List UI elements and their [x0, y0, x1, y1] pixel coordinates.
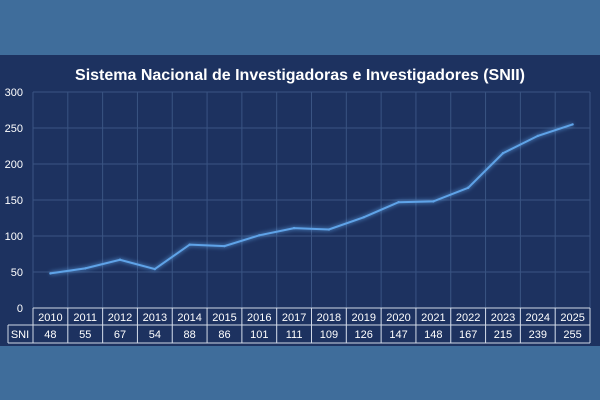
y-tick-label: 250	[5, 123, 23, 135]
table-value: 111	[286, 329, 303, 341]
x-tick-label: 2019	[351, 312, 375, 324]
table-value: 255	[563, 329, 581, 341]
data-point	[501, 152, 505, 155]
table-value: 48	[44, 329, 56, 341]
x-tick-label: 2010	[38, 312, 62, 324]
x-tick-label: 2020	[386, 312, 410, 324]
table-value: 86	[218, 329, 230, 341]
x-tick-label: 2011	[73, 312, 97, 324]
table-value: 167	[459, 329, 477, 341]
x-tick-label: 2022	[456, 312, 480, 324]
table-value: 54	[149, 329, 161, 341]
data-point	[258, 234, 261, 237]
table-value: 148	[424, 329, 442, 341]
x-tick-label: 2024	[526, 312, 550, 324]
x-tick-label: 2025	[560, 312, 584, 324]
x-tick-label: 2018	[317, 312, 341, 324]
x-tick-label: 2023	[491, 312, 515, 324]
table-value: 101	[250, 329, 268, 341]
table-value: 67	[114, 329, 126, 341]
y-tick-label: 150	[5, 195, 23, 207]
data-point	[188, 243, 191, 246]
data-point	[292, 226, 296, 230]
data-point	[466, 186, 470, 189]
x-tick-label: 2021	[421, 312, 445, 324]
table-value: 215	[494, 329, 512, 341]
data-point	[432, 200, 435, 203]
data-point	[536, 134, 539, 138]
y-axis: 0 50 100 150 200 250 300	[5, 87, 23, 315]
table-value: 239	[529, 329, 547, 341]
data-point	[84, 267, 87, 270]
data-point	[397, 200, 400, 204]
x-tick-label: 2017	[282, 312, 306, 324]
data-point	[118, 258, 122, 261]
data-point	[153, 267, 157, 271]
table-value: 109	[320, 329, 338, 341]
x-tick-label: 2015	[212, 312, 236, 324]
x-tick-label: 2014	[177, 312, 201, 324]
data-point	[571, 123, 574, 126]
table-value: 126	[355, 329, 373, 341]
chart-title: Sistema Nacional de Investigadoras e Inv…	[75, 67, 525, 84]
y-tick-label: 0	[17, 303, 23, 315]
x-tick-label: 2012	[108, 312, 132, 324]
y-tick-label: 300	[5, 87, 23, 99]
data-point	[49, 272, 52, 275]
table-value: 55	[79, 329, 91, 341]
gridlines	[32, 91, 591, 343]
data-table: SNI 2010 48 2011 55 2012 67 2013 54 2014 88 2015 86 2…	[7, 307, 591, 344]
table-series-label: SNI	[11, 329, 29, 341]
table-value: 88	[184, 329, 196, 341]
y-tick-label: 50	[11, 267, 23, 279]
x-tick-label: 2016	[247, 312, 271, 324]
x-tick-label: 2013	[143, 312, 167, 324]
table-value: 147	[389, 329, 407, 341]
data-point	[223, 244, 226, 248]
data-point	[327, 228, 331, 231]
series-line-sni	[50, 123, 573, 275]
data-point	[362, 216, 365, 219]
y-tick-label: 100	[5, 231, 23, 243]
y-tick-label: 200	[5, 159, 23, 171]
